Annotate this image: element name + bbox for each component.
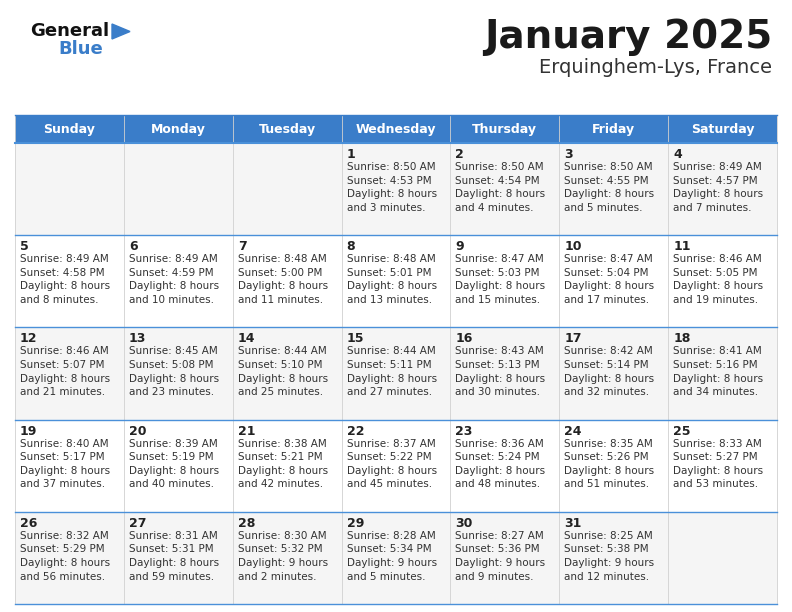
Text: 12: 12 [20,332,37,345]
Bar [451,115,559,143]
Text: Sunrise: 8:50 AM
Sunset: 4:53 PM
Daylight: 8 hours
and 3 minutes.: Sunrise: 8:50 AM Sunset: 4:53 PM Dayligh… [347,162,436,213]
Text: Sunrise: 8:27 AM
Sunset: 5:36 PM
Daylight: 9 hours
and 9 minutes.: Sunrise: 8:27 AM Sunset: 5:36 PM Dayligh… [455,531,546,581]
Bar [15,512,777,604]
Text: 23: 23 [455,425,473,438]
Text: 7: 7 [238,240,246,253]
Text: Sunrise: 8:47 AM
Sunset: 5:03 PM
Daylight: 8 hours
and 15 minutes.: Sunrise: 8:47 AM Sunset: 5:03 PM Dayligh… [455,254,546,305]
Text: Sunrise: 8:46 AM
Sunset: 5:05 PM
Daylight: 8 hours
and 19 minutes.: Sunrise: 8:46 AM Sunset: 5:05 PM Dayligh… [673,254,763,305]
Bar [233,115,341,143]
Text: 24: 24 [564,425,582,438]
Text: 9: 9 [455,240,464,253]
Text: Sunrise: 8:35 AM
Sunset: 5:26 PM
Daylight: 8 hours
and 51 minutes.: Sunrise: 8:35 AM Sunset: 5:26 PM Dayligh… [564,439,654,490]
Text: 21: 21 [238,425,255,438]
Text: 11: 11 [673,240,691,253]
Text: Sunrise: 8:47 AM
Sunset: 5:04 PM
Daylight: 8 hours
and 17 minutes.: Sunrise: 8:47 AM Sunset: 5:04 PM Dayligh… [564,254,654,305]
Text: Erquinghem-Lys, France: Erquinghem-Lys, France [539,58,772,77]
Text: 31: 31 [564,517,581,530]
Text: 20: 20 [129,425,147,438]
Text: 26: 26 [20,517,37,530]
Text: Sunrise: 8:36 AM
Sunset: 5:24 PM
Daylight: 8 hours
and 48 minutes.: Sunrise: 8:36 AM Sunset: 5:24 PM Dayligh… [455,439,546,490]
Bar [15,115,124,143]
Text: Sunrise: 8:46 AM
Sunset: 5:07 PM
Daylight: 8 hours
and 21 minutes.: Sunrise: 8:46 AM Sunset: 5:07 PM Dayligh… [20,346,110,397]
Text: 8: 8 [347,240,355,253]
Bar [15,143,777,235]
Text: Thursday: Thursday [472,122,537,135]
Text: General: General [30,22,109,40]
Text: Wednesday: Wednesday [356,122,436,135]
Bar [559,115,668,143]
Text: Blue: Blue [58,40,103,58]
Text: Sunrise: 8:43 AM
Sunset: 5:13 PM
Daylight: 8 hours
and 30 minutes.: Sunrise: 8:43 AM Sunset: 5:13 PM Dayligh… [455,346,546,397]
Text: Tuesday: Tuesday [258,122,316,135]
Text: Sunrise: 8:49 AM
Sunset: 4:57 PM
Daylight: 8 hours
and 7 minutes.: Sunrise: 8:49 AM Sunset: 4:57 PM Dayligh… [673,162,763,213]
Text: 22: 22 [347,425,364,438]
Text: 2: 2 [455,148,464,161]
Text: Sunrise: 8:40 AM
Sunset: 5:17 PM
Daylight: 8 hours
and 37 minutes.: Sunrise: 8:40 AM Sunset: 5:17 PM Dayligh… [20,439,110,490]
Text: Sunrise: 8:33 AM
Sunset: 5:27 PM
Daylight: 8 hours
and 53 minutes.: Sunrise: 8:33 AM Sunset: 5:27 PM Dayligh… [673,439,763,490]
Text: Sunrise: 8:30 AM
Sunset: 5:32 PM
Daylight: 9 hours
and 2 minutes.: Sunrise: 8:30 AM Sunset: 5:32 PM Dayligh… [238,531,328,581]
Text: Sunday: Sunday [44,122,95,135]
Text: 3: 3 [564,148,573,161]
Bar [668,115,777,143]
Text: 4: 4 [673,148,682,161]
Text: 19: 19 [20,425,37,438]
Text: 10: 10 [564,240,582,253]
Text: Sunrise: 8:49 AM
Sunset: 4:59 PM
Daylight: 8 hours
and 10 minutes.: Sunrise: 8:49 AM Sunset: 4:59 PM Dayligh… [129,254,219,305]
Text: 14: 14 [238,332,255,345]
Text: Sunrise: 8:45 AM
Sunset: 5:08 PM
Daylight: 8 hours
and 23 minutes.: Sunrise: 8:45 AM Sunset: 5:08 PM Dayligh… [129,346,219,397]
Text: 5: 5 [20,240,29,253]
Text: Sunrise: 8:42 AM
Sunset: 5:14 PM
Daylight: 8 hours
and 32 minutes.: Sunrise: 8:42 AM Sunset: 5:14 PM Dayligh… [564,346,654,397]
Text: Monday: Monday [150,122,206,135]
Text: 17: 17 [564,332,582,345]
Text: 25: 25 [673,425,691,438]
Text: Sunrise: 8:37 AM
Sunset: 5:22 PM
Daylight: 8 hours
and 45 minutes.: Sunrise: 8:37 AM Sunset: 5:22 PM Dayligh… [347,439,436,490]
Text: 6: 6 [129,240,138,253]
Text: 18: 18 [673,332,691,345]
Text: Sunrise: 8:25 AM
Sunset: 5:38 PM
Daylight: 9 hours
and 12 minutes.: Sunrise: 8:25 AM Sunset: 5:38 PM Dayligh… [564,531,654,581]
Text: 1: 1 [347,148,356,161]
Text: Sunrise: 8:50 AM
Sunset: 4:54 PM
Daylight: 8 hours
and 4 minutes.: Sunrise: 8:50 AM Sunset: 4:54 PM Dayligh… [455,162,546,213]
Text: Sunrise: 8:28 AM
Sunset: 5:34 PM
Daylight: 9 hours
and 5 minutes.: Sunrise: 8:28 AM Sunset: 5:34 PM Dayligh… [347,531,436,581]
Text: 27: 27 [129,517,147,530]
Bar [341,115,451,143]
Bar [15,235,777,327]
Text: Saturday: Saturday [691,122,754,135]
Text: January 2025: January 2025 [484,18,772,56]
Text: Sunrise: 8:41 AM
Sunset: 5:16 PM
Daylight: 8 hours
and 34 minutes.: Sunrise: 8:41 AM Sunset: 5:16 PM Dayligh… [673,346,763,397]
Text: Sunrise: 8:39 AM
Sunset: 5:19 PM
Daylight: 8 hours
and 40 minutes.: Sunrise: 8:39 AM Sunset: 5:19 PM Dayligh… [129,439,219,490]
Bar [15,420,777,512]
Text: 29: 29 [347,517,364,530]
Text: Sunrise: 8:48 AM
Sunset: 5:00 PM
Daylight: 8 hours
and 11 minutes.: Sunrise: 8:48 AM Sunset: 5:00 PM Dayligh… [238,254,328,305]
Text: 16: 16 [455,332,473,345]
Bar [124,115,233,143]
Text: Sunrise: 8:31 AM
Sunset: 5:31 PM
Daylight: 8 hours
and 59 minutes.: Sunrise: 8:31 AM Sunset: 5:31 PM Dayligh… [129,531,219,581]
Text: Sunrise: 8:44 AM
Sunset: 5:11 PM
Daylight: 8 hours
and 27 minutes.: Sunrise: 8:44 AM Sunset: 5:11 PM Dayligh… [347,346,436,397]
Text: Sunrise: 8:50 AM
Sunset: 4:55 PM
Daylight: 8 hours
and 5 minutes.: Sunrise: 8:50 AM Sunset: 4:55 PM Dayligh… [564,162,654,213]
Text: Sunrise: 8:32 AM
Sunset: 5:29 PM
Daylight: 8 hours
and 56 minutes.: Sunrise: 8:32 AM Sunset: 5:29 PM Dayligh… [20,531,110,581]
Text: Friday: Friday [592,122,635,135]
Text: Sunrise: 8:38 AM
Sunset: 5:21 PM
Daylight: 8 hours
and 42 minutes.: Sunrise: 8:38 AM Sunset: 5:21 PM Dayligh… [238,439,328,490]
Text: Sunrise: 8:49 AM
Sunset: 4:58 PM
Daylight: 8 hours
and 8 minutes.: Sunrise: 8:49 AM Sunset: 4:58 PM Dayligh… [20,254,110,305]
Text: 13: 13 [129,332,147,345]
Polygon shape [112,24,130,39]
Text: 30: 30 [455,517,473,530]
Text: Sunrise: 8:44 AM
Sunset: 5:10 PM
Daylight: 8 hours
and 25 minutes.: Sunrise: 8:44 AM Sunset: 5:10 PM Dayligh… [238,346,328,397]
Text: Sunrise: 8:48 AM
Sunset: 5:01 PM
Daylight: 8 hours
and 13 minutes.: Sunrise: 8:48 AM Sunset: 5:01 PM Dayligh… [347,254,436,305]
Text: 15: 15 [347,332,364,345]
Bar [15,327,777,420]
Text: 28: 28 [238,517,255,530]
